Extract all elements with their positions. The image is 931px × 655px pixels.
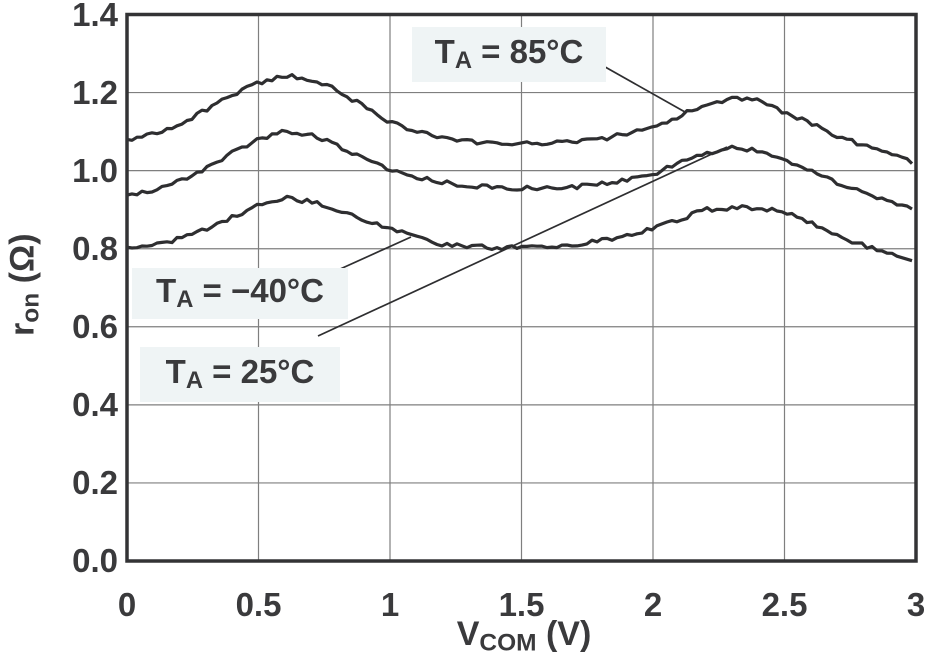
y-tick-label: 0.6 [72,307,118,345]
data-curves [126,72,914,263]
x-tick-label: 3 [906,586,926,623]
x-tick-label: 1.5 [498,586,545,623]
annotation-ta-minus40c: TA = −40°C [132,268,348,319]
annotation-ta-85c: TA = 85°C [412,27,606,82]
x-tick-label: 2.5 [761,586,808,623]
y-tick-label: 0.2 [72,463,118,501]
y-axis-label: ron (Ω) [3,233,45,336]
x-tick-label: 1 [380,586,400,623]
gridlines [127,14,916,561]
y-tick-label: 0.0 [72,542,118,579]
y-tick-label: 0.4 [72,385,118,423]
x-axis-label: VCOM (V) [456,615,592,655]
annotation-ta-25c: TA = 25°C [140,347,340,402]
plot-frame [125,12,918,563]
y-tick-label: 1.0 [72,151,118,189]
y-tick-label: 0.8 [72,229,118,267]
x-tick-label: 0 [117,586,137,623]
x-tick-label: 2 [643,586,663,623]
x-tick-label: 0.5 [235,586,282,623]
annotation-leader-lines [317,58,728,337]
y-tick-label: 1.4 [72,0,118,33]
y-tick-label: 1.2 [72,73,118,111]
